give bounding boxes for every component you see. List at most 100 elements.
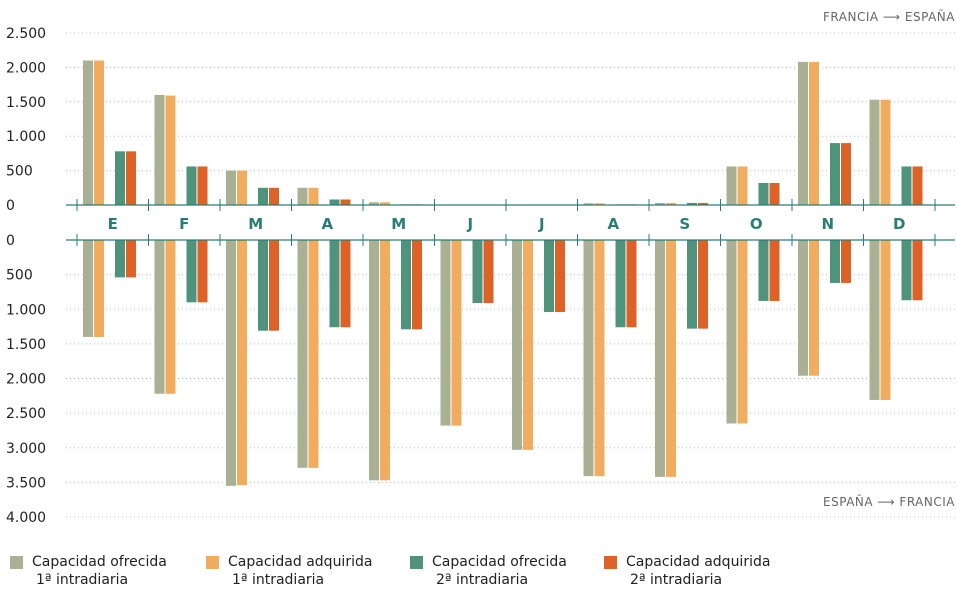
month-label: A [607,215,619,233]
bar-bottom-series-4 [340,240,351,328]
legend-label: Capacidad ofrecida 2ª intradiaria [432,553,567,589]
bar-bottom-series-1 [297,240,308,468]
y-tick-label-bottom: 3.000 [6,441,46,457]
y-tick-label-bottom: 2.000 [6,372,46,388]
bar-bottom-series-2 [165,240,176,394]
bar-bottom-series-2 [237,240,247,486]
y-tick-label-bottom: 3.500 [6,475,46,491]
bar-bottom-series-1 [583,240,594,477]
month-label: J [538,215,545,233]
legend-label-line1: Capacidad adquirida [626,554,771,570]
month-label: D [893,215,905,233]
legend-label: Capacidad adquirida 1ª intradiaria [228,553,372,589]
bar-bottom-series-3 [329,240,340,328]
bar-bottom-series-2 [880,240,891,400]
bar-bottom-series-2 [94,240,104,337]
bar-top-series-2 [237,170,247,205]
bar-bottom-series-2 [451,240,462,426]
month-label: J [466,215,473,233]
bar-top-series-4 [841,143,851,205]
legend-item-ofrecida-2: Capacidad ofrecida 2ª intradiaria [410,553,567,589]
bar-top-series-2 [308,187,319,205]
bar-bottom-series-2 [380,240,390,481]
legend-label: Capacidad ofrecida 1ª intradiaria [32,553,167,589]
bar-bottom-series-3 [472,240,483,304]
month-label: M [391,215,406,233]
bar-top-series-4 [769,182,780,205]
y-tick-label-bottom: 1.000 [6,302,46,318]
legend-item-ofrecida-1: Capacidad ofrecida 1ª intradiaria [10,553,167,589]
legend-swatch [206,556,219,569]
legend-item-adquirida-2: Capacidad adquirida 2ª intradiaria [604,553,770,589]
bar-top-series-1 [297,187,308,205]
bar-top-series-2 [594,203,605,205]
y-tick-label-top: 2.500 [6,26,46,42]
bar-bottom-series-2 [308,240,319,468]
bar-bottom-series-4 [769,240,780,301]
month-label: S [679,215,690,233]
bar-top-series-4 [340,199,351,205]
y-tick-label-top: 1.500 [6,95,46,111]
bar-bottom-series-4 [412,240,422,330]
y-tick-label-top: 500 [6,164,33,180]
bar-top-series-1 [154,94,165,205]
bar-top-series-2 [880,99,891,205]
bar-bottom-series-2 [666,240,676,477]
bar-bottom-series-3 [901,240,912,301]
bar-top-series-2 [165,95,176,205]
bar-top-series-1 [726,166,737,205]
legend-label-line2: 1ª intradiaria [232,572,325,588]
bar-top-series-2 [380,202,390,205]
legend-label-line2: 2ª intradiaria [630,572,723,588]
legend-label-line1: Capacidad adquirida [228,554,373,570]
bar-bottom-series-4 [912,240,923,301]
bar-bottom-series-2 [594,240,605,477]
bar-bottom-series-1 [798,240,808,376]
bar-bottom-series-2 [809,240,819,376]
bar-bottom-series-3 [115,240,125,278]
bar-top-series-4 [197,166,208,205]
bar-top-series-3 [830,143,840,205]
y-tick-label-bottom: 4.000 [6,510,46,526]
y-tick-label-top: 1.000 [6,129,46,145]
bar-bottom-series-1 [726,240,737,424]
legend-label-line2: 1ª intradiaria [36,572,129,588]
bar-bottom-series-4 [841,240,851,283]
bar-top-series-3 [758,182,769,205]
bar-top-series-1 [655,202,665,205]
legend-swatch [604,556,617,569]
month-label: O [750,215,763,233]
month-label: E [108,215,118,233]
month-label: N [821,215,834,233]
y-tick-label-bottom: 0 [6,233,15,249]
bar-top-series-3 [115,151,125,205]
bar-top-series-4 [698,202,708,205]
chart-legend: Capacidad ofrecida 1ª intradiaria Capaci… [10,553,950,591]
legend-label-line1: Capacidad ofrecida [32,554,167,570]
bar-top-series-3 [258,187,268,205]
legend-label-line1: Capacidad ofrecida [432,554,567,570]
bar-top-series-3 [901,166,912,205]
bar-bottom-series-1 [440,240,451,426]
bar-top-series-1 [83,60,93,205]
y-tick-label-bottom: 500 [6,268,33,284]
y-tick-label-top: 2.000 [6,60,46,76]
bar-bottom-series-4 [197,240,208,303]
bar-top-series-3 [329,199,340,205]
bar-bottom-series-4 [269,240,279,331]
bar-bottom-series-4 [126,240,136,278]
bar-top-series-1 [798,61,808,206]
bar-top-series-4 [126,151,136,205]
bar-top-series-2 [809,61,819,206]
bar-top-series-2 [94,60,104,205]
y-tick-label-top: 0 [6,198,15,214]
bar-bottom-series-2 [523,240,533,450]
bar-bottom-series-4 [483,240,494,304]
month-label: A [321,215,333,233]
bar-top-series-1 [226,170,236,205]
bar-bottom-series-4 [555,240,565,313]
capacity-bar-chart: 2.500 2.000 1.500 1.000 500 0 0 500 1.000 1.500 2.… [6,9,955,526]
bar-top-series-4 [269,187,279,205]
bar-bottom-series-2 [737,240,748,424]
